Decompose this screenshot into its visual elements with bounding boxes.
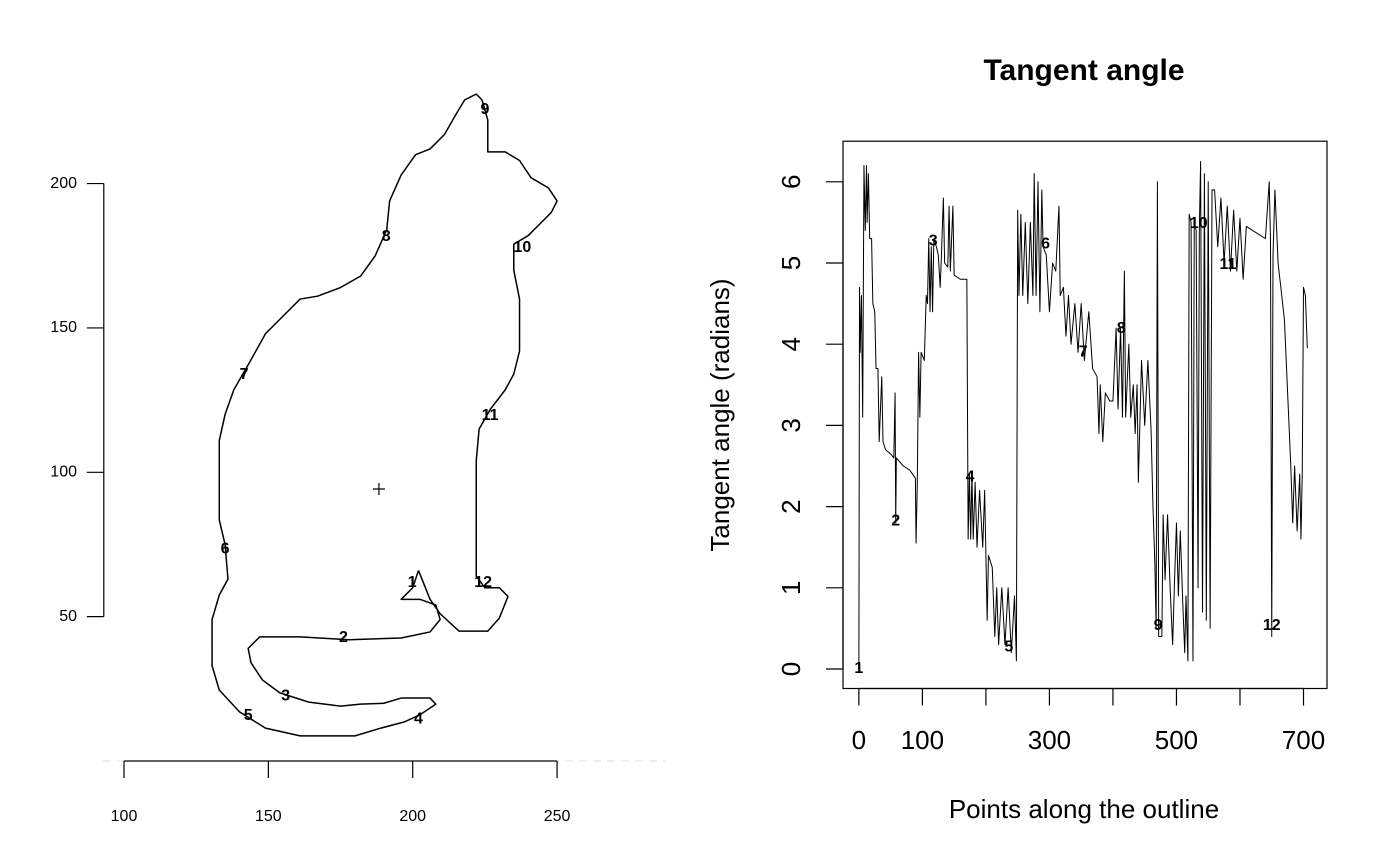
x-tick-label: 250 (544, 808, 571, 825)
x-axis-label: Points along the outline (949, 794, 1219, 824)
landmark-label: 9 (480, 101, 489, 118)
landmark-label: 12 (1263, 617, 1281, 634)
y-tick-label: 50 (59, 608, 77, 625)
x-tick-label: 300 (1028, 725, 1071, 755)
landmark-label: 8 (382, 228, 391, 245)
y-tick-label: 100 (50, 464, 77, 481)
landmark-label: 11 (1219, 256, 1236, 273)
y-tick-label: 200 (50, 175, 77, 192)
landmark-label: 9 (1154, 617, 1163, 634)
x-tick-label: 100 (901, 725, 944, 755)
y-tick-label: 3 (776, 418, 806, 432)
y-tick-label: 5 (776, 256, 806, 270)
landmark-label: 12 (474, 574, 492, 591)
landmark-label: 8 (1117, 320, 1126, 337)
landmark-label: 4 (414, 710, 423, 727)
x-tick-label: 0 (852, 725, 866, 755)
landmark-label: 7 (1079, 344, 1088, 361)
y-tick-label: 150 (50, 319, 77, 336)
y-tick-label: 1 (776, 581, 806, 595)
landmark-label: 7 (240, 366, 249, 383)
y-tick-label: 4 (776, 337, 806, 351)
landmark-label: 2 (339, 629, 348, 646)
landmark-label: 6 (221, 540, 230, 557)
landmark-label: 3 (281, 687, 290, 704)
chart-title: Tangent angle (983, 54, 1184, 87)
landmark-label: 6 (1041, 236, 1050, 253)
landmark-label: 5 (1004, 638, 1013, 655)
landmark-label: 3 (929, 232, 938, 249)
landmark-label: 11 (482, 407, 499, 424)
y-tick-label: 2 (776, 499, 806, 513)
centroid-marker (372, 483, 385, 496)
data-line (858, 161, 1308, 670)
landmark-label: 4 (966, 469, 975, 486)
data-line (211, 93, 558, 737)
x-tick-label: 500 (1155, 725, 1198, 755)
x-tick-label: 700 (1282, 725, 1325, 755)
landmark-label: 10 (514, 239, 532, 256)
landmark-label: 5 (244, 707, 253, 724)
landmark-label: 1 (854, 660, 863, 677)
x-tick-label: 100 (111, 808, 138, 825)
y-tick-label: 0 (776, 662, 806, 676)
landmark-label: 10 (1190, 215, 1208, 232)
x-tick-label: 150 (255, 808, 282, 825)
landmark-label: 2 (891, 512, 900, 529)
x-tick-label: 200 (399, 808, 426, 825)
landmark-label: 1 (408, 574, 417, 591)
y-tick-label: 6 (776, 175, 806, 189)
y-axis-label: Tangent angle (radians) (705, 278, 735, 551)
